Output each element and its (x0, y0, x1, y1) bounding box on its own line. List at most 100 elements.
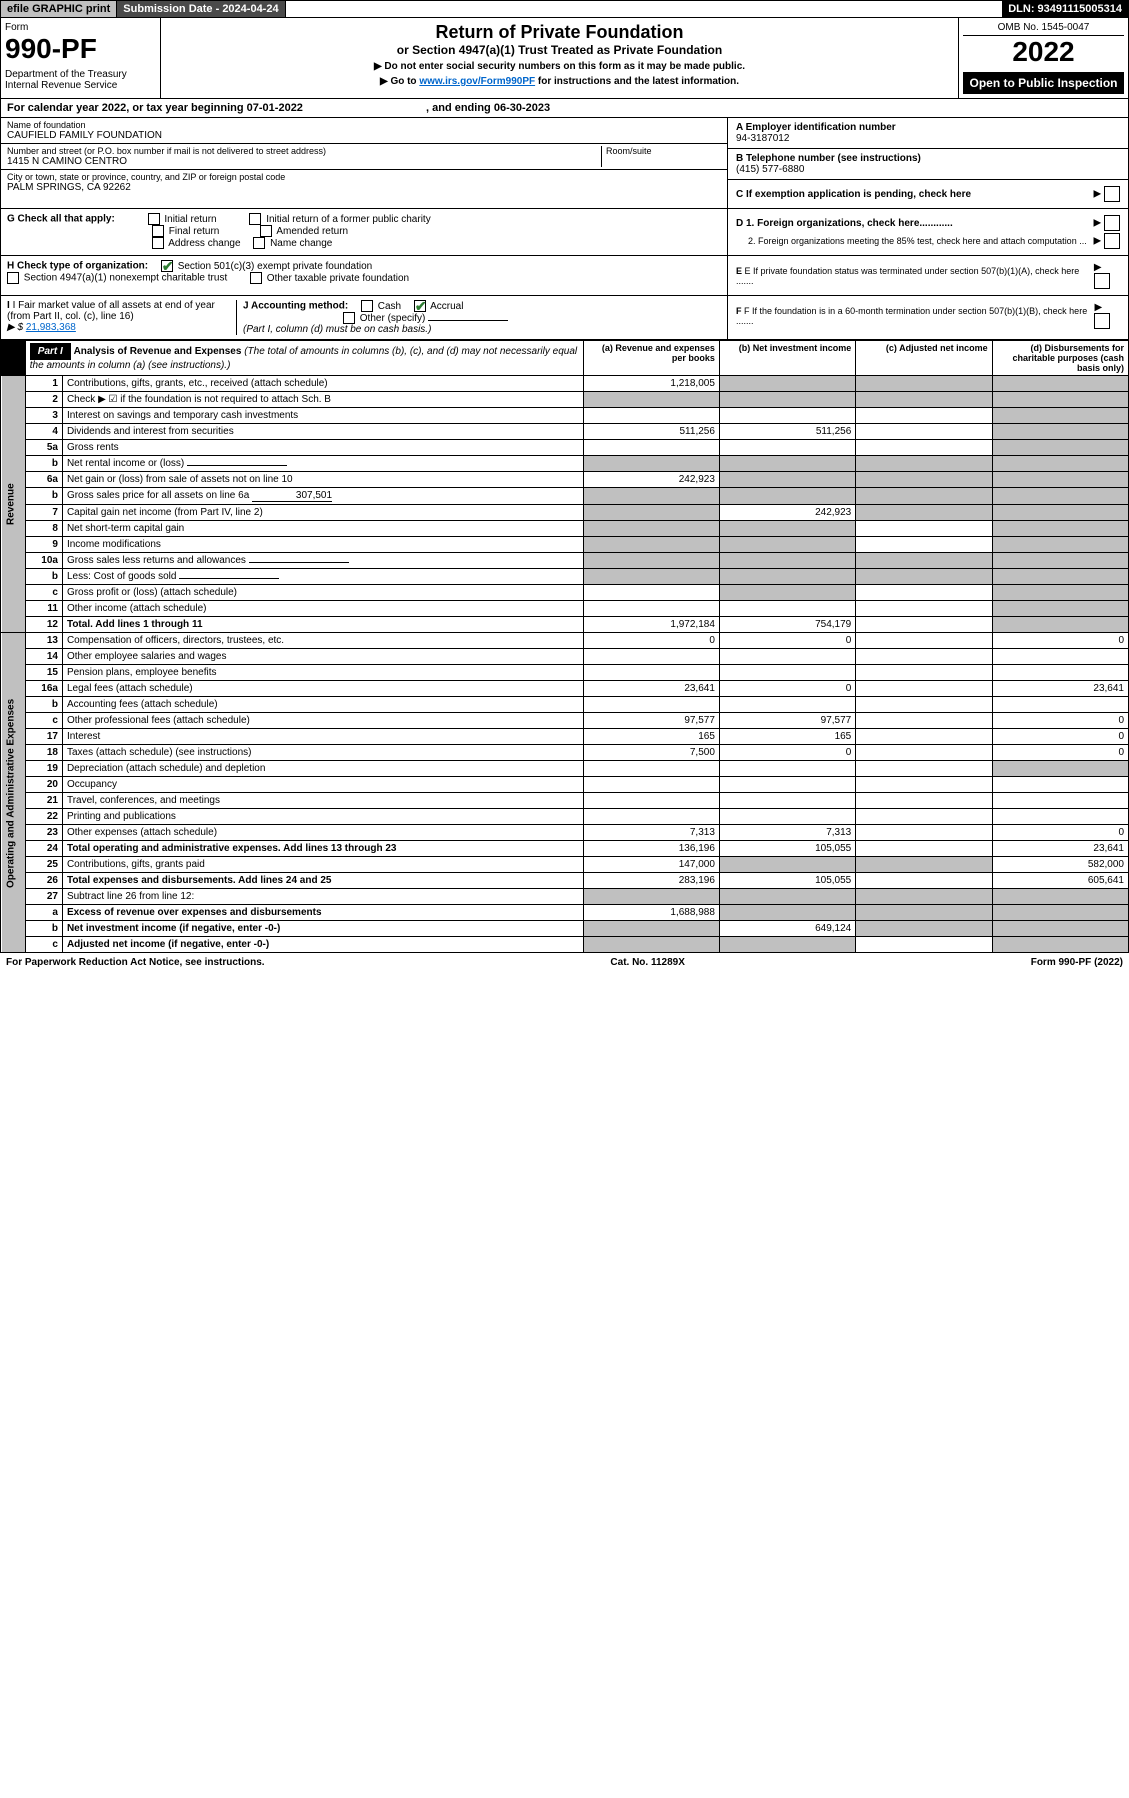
table-row: 16aLegal fees (attach schedule)23,641023… (1, 681, 1129, 697)
cell-b (719, 905, 855, 921)
cell-d (992, 697, 1128, 713)
cell-a (583, 440, 719, 456)
tax-year: 2022 (963, 36, 1124, 68)
d2-label: 2. Foreign organizations meeting the 85%… (748, 236, 1087, 246)
d-section: D 1. Foreign organizations, check here..… (728, 209, 1128, 255)
table-row: bNet rental income or (loss) (1, 456, 1129, 472)
e-section: E E If private foundation status was ter… (728, 256, 1128, 295)
table-row: 8Net short-term capital gain (1, 521, 1129, 537)
g-label: G Check all that apply: (7, 214, 115, 225)
cell-d (992, 521, 1128, 537)
cell-a: 7,313 (583, 825, 719, 841)
cell-c (856, 601, 992, 617)
d2-checkbox[interactable] (1104, 233, 1120, 249)
cell-d: 0 (992, 745, 1128, 761)
cell-b (719, 793, 855, 809)
cell-c (856, 665, 992, 681)
row-num: 22 (25, 809, 62, 825)
cell-d (992, 937, 1128, 953)
cb-other-tax[interactable] (250, 272, 262, 284)
open-inspection: Open to Public Inspection (963, 72, 1124, 94)
cell-a (583, 777, 719, 793)
row-desc: Other professional fees (attach schedule… (62, 713, 583, 729)
cell-d: 605,641 (992, 873, 1128, 889)
row-num: c (25, 713, 62, 729)
row-desc: Gross rents (62, 440, 583, 456)
part1-table: Part I Analysis of Revenue and Expenses … (0, 340, 1129, 953)
cell-a (583, 408, 719, 424)
row-num: c (25, 937, 62, 953)
h-4947: Section 4947(a)(1) nonexempt charitable … (24, 273, 227, 284)
cb-address[interactable] (152, 237, 164, 249)
cell-a (583, 761, 719, 777)
part1-label: Part I (30, 343, 71, 360)
cb-namechange[interactable] (253, 237, 265, 249)
cb-initial-former[interactable] (249, 213, 261, 225)
cell-a: 511,256 (583, 424, 719, 440)
section-label: Operating and Administrative Expenses (1, 633, 26, 953)
cell-d (992, 392, 1128, 408)
cell-d (992, 408, 1128, 424)
cell-c (856, 408, 992, 424)
e-checkbox[interactable] (1094, 273, 1110, 289)
h-501c3: Section 501(c)(3) exempt private foundat… (178, 261, 373, 272)
row-desc: Travel, conferences, and meetings (62, 793, 583, 809)
row-num: 8 (25, 521, 62, 537)
room-label: Room/suite (606, 146, 721, 156)
cb-accrual[interactable] (414, 300, 426, 312)
cell-b (719, 649, 855, 665)
row-desc: Interest on savings and temporary cash i… (62, 408, 583, 424)
cell-c (856, 424, 992, 440)
cb-amended[interactable] (260, 225, 272, 237)
cell-c (856, 713, 992, 729)
d1-label: D 1. Foreign organizations, check here..… (736, 218, 953, 229)
cb-501c3[interactable] (161, 260, 173, 272)
row-desc: Check ▶ ☑ if the foundation is not requi… (62, 392, 583, 408)
table-row: cOther professional fees (attach schedul… (1, 713, 1129, 729)
name-label: Name of foundation (7, 120, 721, 130)
row-num: a (25, 905, 62, 921)
cell-b (719, 937, 855, 953)
cell-b: 165 (719, 729, 855, 745)
row-desc: Interest (62, 729, 583, 745)
irs-link[interactable]: www.irs.gov/Form990PF (419, 76, 535, 87)
cell-d (992, 921, 1128, 937)
table-row: 3Interest on savings and temporary cash … (1, 408, 1129, 424)
table-row: 6aNet gain or (loss) from sale of assets… (1, 472, 1129, 488)
header-right: OMB No. 1545-0047 2022 Open to Public In… (958, 18, 1128, 98)
cb-final[interactable] (152, 225, 164, 237)
row-num: 24 (25, 841, 62, 857)
cell-a (583, 937, 719, 953)
row-num: 15 (25, 665, 62, 681)
cell-c (856, 553, 992, 569)
table-row: 9Income modifications (1, 537, 1129, 553)
paperwork-notice: For Paperwork Reduction Act Notice, see … (6, 957, 265, 968)
row-num: 9 (25, 537, 62, 553)
cb-4947[interactable] (7, 272, 19, 284)
cell-b (719, 697, 855, 713)
check-section-3: I I Fair market value of all assets at e… (0, 296, 1129, 340)
c-checkbox[interactable] (1104, 186, 1120, 202)
g-section: G Check all that apply: Initial return I… (1, 209, 728, 255)
table-row: cAdjusted net income (if negative, enter… (1, 937, 1129, 953)
form-number: 990-PF (5, 33, 156, 65)
city-cell: City or town, state or province, country… (1, 170, 727, 195)
info-left: Name of foundation CAUFIELD FAMILY FOUND… (1, 118, 728, 208)
cb-initial[interactable] (148, 213, 160, 225)
row-num: 23 (25, 825, 62, 841)
g-namechange: Name change (270, 238, 332, 249)
i-value[interactable]: 21,983,368 (26, 322, 76, 333)
d1-checkbox[interactable] (1104, 215, 1120, 231)
cb-cash[interactable] (361, 300, 373, 312)
cell-a: 1,218,005 (583, 376, 719, 392)
cell-a: 242,923 (583, 472, 719, 488)
cell-c (856, 921, 992, 937)
f-label: F If the foundation is in a 60-month ter… (736, 306, 1087, 326)
cb-other-acct[interactable] (343, 312, 355, 324)
header: Form 990-PF Department of the Treasury I… (0, 18, 1129, 99)
row-num: 27 (25, 889, 62, 905)
g-initial-former: Initial return of a former public charit… (266, 214, 431, 225)
cell-d (992, 569, 1128, 585)
f-checkbox[interactable] (1094, 313, 1110, 329)
part1-title: Analysis of Revenue and Expenses (74, 346, 242, 357)
